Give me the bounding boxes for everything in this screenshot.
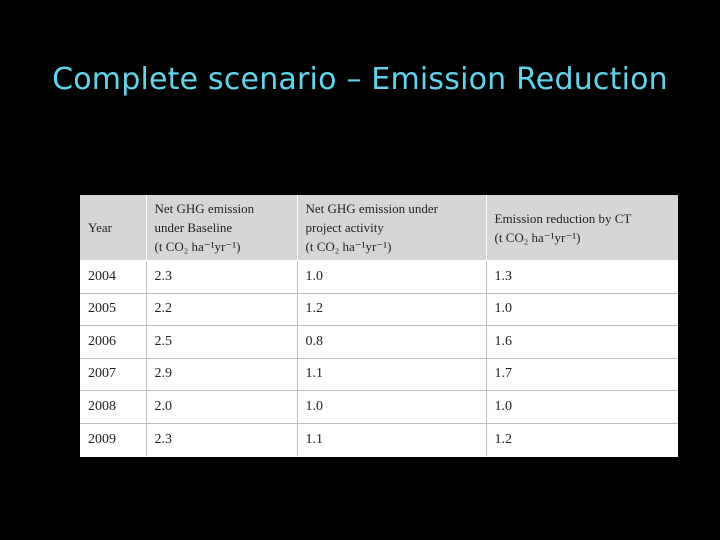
header-baseline-line-3: (t CO₂ ha⁻¹yr⁻¹): [154, 239, 241, 254]
header-project-activity: Net GHG emission under project activity …: [297, 195, 487, 261]
header-reduction-line-2: (t CO₂ ha⁻¹yr⁻¹): [494, 229, 581, 245]
cell-reduction: 1.0: [486, 292, 678, 326]
cell-baseline: 2.5: [146, 325, 298, 358]
header-year-line: Year: [88, 220, 112, 235]
table-row: 2004 2.3 1.0 1.3: [80, 260, 678, 293]
header-project-line-2: project activity: [305, 220, 384, 235]
header-project-line-1: Net GHG emission under: [305, 201, 439, 216]
header-reduction-line-1: Emission reduction by CT: [494, 210, 632, 226]
table-row: 2005 2.2 1.2 1.0: [80, 292, 678, 326]
table-row: 2009 2.3 1.1 1.2: [80, 422, 678, 456]
cell-reduction: 1.7: [486, 357, 678, 391]
header-baseline: Net GHG emission under Baseline (t CO₂ h…: [146, 195, 298, 261]
cell-year: 2007: [80, 357, 147, 391]
cell-year: 2009: [80, 422, 147, 456]
cell-year: 2005: [80, 292, 147, 326]
header-baseline-line-2: under Baseline: [154, 220, 233, 235]
header-emission-reduction: Emission reduction by CT (t CO₂ ha⁻¹yr⁻¹…: [486, 195, 678, 261]
cell-year: 2008: [80, 390, 147, 423]
cell-baseline: 2.3: [146, 260, 298, 293]
cell-year: 2004: [80, 260, 147, 293]
table-row: 2007 2.9 1.1 1.7: [80, 357, 678, 391]
cell-baseline: 2.0: [146, 390, 298, 423]
header-baseline-line-1: Net GHG emission: [154, 201, 255, 216]
cell-project: 1.0: [297, 390, 487, 423]
header-year: Year: [80, 195, 147, 261]
slide-title: Complete scenario – Emission Reduction: [52, 62, 668, 97]
cell-project: 1.2: [297, 292, 487, 326]
cell-project: 1.1: [297, 422, 487, 456]
cell-project: 1.1: [297, 357, 487, 391]
cell-reduction: 1.3: [486, 260, 678, 293]
cell-baseline: 2.3: [146, 422, 298, 456]
emission-reduction-table: Year Net GHG emission under Baseline (t …: [80, 195, 678, 456]
table-row: 2006 2.5 0.8 1.6: [80, 325, 678, 358]
cell-reduction: 1.0: [486, 390, 678, 423]
cell-reduction: 1.2: [486, 422, 678, 456]
table-row: 2008 2.0 1.0 1.0: [80, 390, 678, 423]
cell-baseline: 2.9: [146, 357, 298, 391]
cell-baseline: 2.2: [146, 292, 298, 326]
cell-project: 0.8: [297, 325, 487, 358]
cell-reduction: 1.6: [486, 325, 678, 358]
cell-project: 1.0: [297, 260, 487, 293]
header-project-line-3: (t CO₂ ha⁻¹yr⁻¹): [305, 239, 392, 254]
cell-year: 2006: [80, 325, 147, 358]
table-header-row: Year Net GHG emission under Baseline (t …: [80, 195, 678, 261]
emission-table-image: Year Net GHG emission under Baseline (t …: [80, 195, 678, 457]
